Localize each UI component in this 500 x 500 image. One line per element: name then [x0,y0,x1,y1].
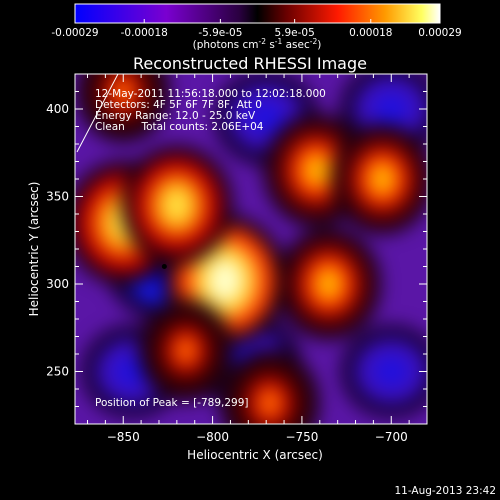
heatmap-hot-core [207,258,243,303]
peak-marker [161,264,167,269]
colorbar-tick-label: -5.9e-05 [198,27,242,39]
heatmap-image [75,74,427,424]
heatmap-cold-core [374,94,408,124]
x-tick-label: −750 [285,430,318,444]
annotation-energy: Energy Range: 12.0 - 25.0 keV [95,110,256,122]
heatmap-hot-core [111,77,135,106]
y-tick-label: 300 [46,277,69,291]
annotation-block: 12-May-2011 11:56:18.000 to 12:02:18.000… [95,88,326,409]
colorbar-tick-label: 0.00018 [349,27,392,39]
y-axis-label: Heliocentric Y (arcsec) [27,182,41,317]
x-axis-label: Heliocentric X (arcsec) [187,448,323,462]
chart-title: Reconstructed RHESSI Image [133,54,367,73]
axis-ticks: −850 −800 −750 −700 250 300 350 400 [46,73,428,444]
colorbar-tick-label: 0.00029 [418,27,461,39]
annotation-clean: Clean Total counts: 2.06E+04 [95,121,264,133]
heatmap-cold-core [374,356,408,387]
x-tick-label: −800 [196,430,229,444]
heatmap-hot-core [368,162,396,196]
colorbar-unit-label: (photons cm-2 s-1 asec-2) [193,37,322,51]
y-tick-label: 400 [46,102,69,116]
colorbar-tick-label: -0.00018 [121,27,168,39]
limb-line [76,74,119,153]
x-tick-label: −850 [107,430,140,444]
colorbar [74,3,441,24]
colorbar-tick-label: -0.00029 [51,27,98,39]
footer-timestamp: 11-Aug-2013 23:42 [394,485,496,497]
heatmap-hot-core [257,387,283,419]
y-tick-label: 250 [46,365,69,379]
heatmap-hot-core [161,186,193,225]
annotation-time: 12-May-2011 11:56:18.000 to 12:02:18.000 [95,88,326,100]
heatmap-hot-core [315,266,343,302]
heatmap-hot-core [173,335,198,366]
colorbar-tick-label: 5.9e-05 [274,27,314,39]
annotation-peak: Position of Peak = [-789,299] [95,397,249,409]
x-tick-label: −700 [375,430,408,444]
heatmap-cold-core [249,102,284,133]
annotation-detectors: Detectors: 4F 5F 6F 7F 8F, Att 0 [95,99,262,111]
y-tick-label: 350 [46,190,69,204]
heatmap-hot-core [302,152,331,188]
colorbar-ticks: -0.00029 -0.00018 -5.9e-05 5.9e-05 0.00018 0.… [51,19,462,39]
